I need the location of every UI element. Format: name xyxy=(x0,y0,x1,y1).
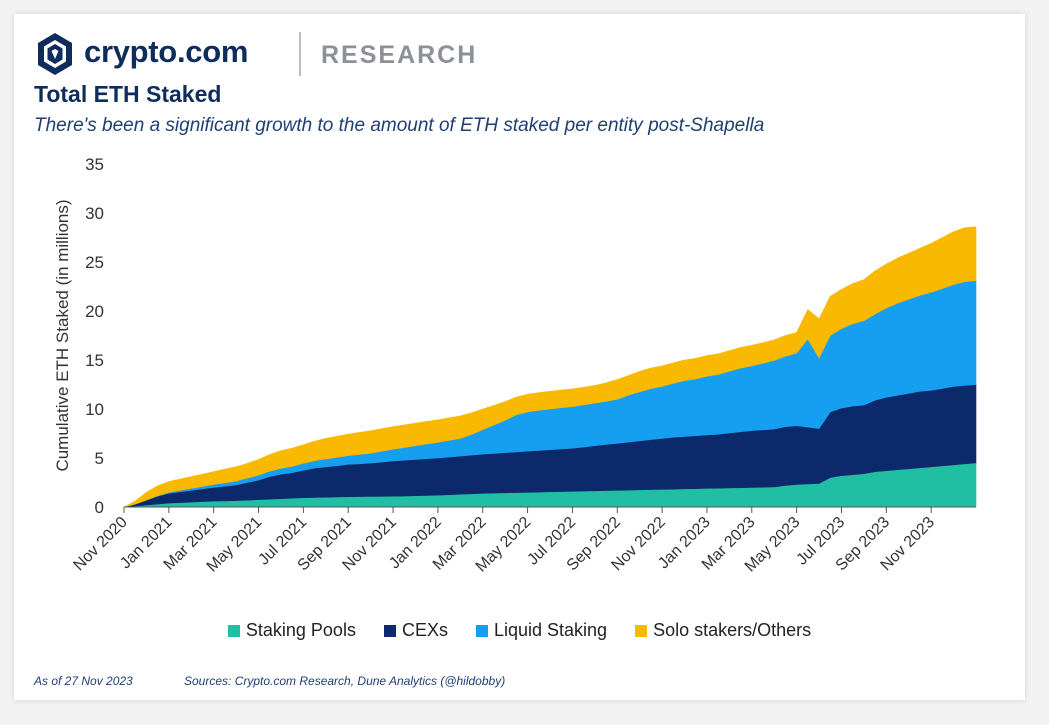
legend-item-liquid-staking: Liquid Staking xyxy=(475,620,608,641)
chart-subtitle: There's been a significant growth to the… xyxy=(34,115,765,136)
y-tick-label: 15 xyxy=(85,351,104,370)
y-tick-label: 10 xyxy=(85,400,104,419)
brand-name: crypto.com xyxy=(84,34,249,69)
brand-division: RESEARCH xyxy=(321,41,478,69)
footer-sources: Sources: Crypto.com Research, Dune Analy… xyxy=(184,674,506,688)
legend-item-solo-stakers-others: Solo stakers/Others xyxy=(635,620,811,641)
y-tick-label: 25 xyxy=(85,253,104,272)
legend-swatch xyxy=(227,624,240,637)
area-series-group xyxy=(123,226,977,508)
legend-label: Staking Pools xyxy=(245,620,356,640)
chart-card: crypto.com RESEARCH Total ETH Staked The… xyxy=(14,14,1025,700)
legend-swatch xyxy=(383,624,396,637)
y-tick-label: 5 xyxy=(95,449,104,468)
legend-label: CEXs xyxy=(401,620,448,640)
stacked-area-chart: 0 5 10 15 20 25 30 35 Cumulative ETH Staked (in … xyxy=(53,155,977,576)
legend-item-cexs: CEXs xyxy=(383,620,448,641)
y-tick-label: 35 xyxy=(85,155,104,174)
y-tick-label: 0 xyxy=(95,498,104,517)
legend-label: Solo stakers/Others xyxy=(653,620,812,640)
logo-divider xyxy=(299,32,301,76)
legend-swatch xyxy=(635,624,648,637)
crypto-com-logo-icon xyxy=(38,33,72,75)
legend-item-staking-pools: Staking Pools xyxy=(227,620,356,641)
area-solo-stakers-others xyxy=(123,226,977,508)
y-tick-label: 20 xyxy=(85,302,104,321)
legend-swatch xyxy=(475,624,488,637)
footer-as-of: As of 27 Nov 2023 xyxy=(34,674,133,688)
chart-legend: Staking Pools CEXs Liquid Staking Solo stak… xyxy=(14,620,1025,641)
legend-label: Liquid Staking xyxy=(493,620,608,640)
y-tick-label: 30 xyxy=(85,204,104,223)
y-axis-title: Cumulative ETH Staked (in millions) xyxy=(53,199,72,471)
chart-title: Total ETH Staked xyxy=(34,81,222,107)
